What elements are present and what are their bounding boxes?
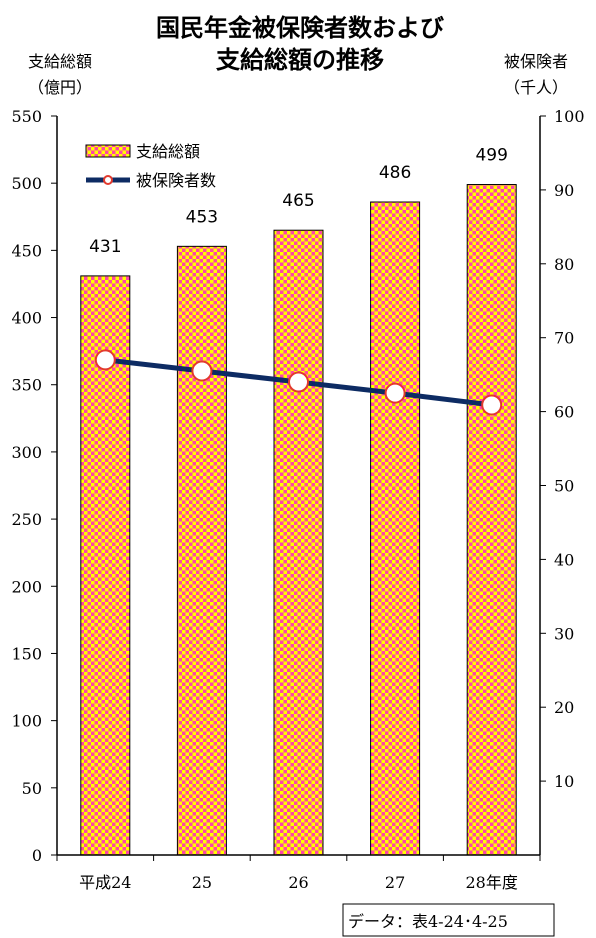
left-tick-label: 300 (11, 443, 42, 462)
left-axis-label-line-2: （億円） (28, 78, 92, 97)
bar-data-label: 486 (379, 163, 411, 183)
legend-label-line: 被保険者数 (136, 171, 216, 190)
right-axis-label-line-1: 被保険者 (504, 52, 568, 71)
x-category-label: 26 (288, 873, 308, 892)
left-tick-label: 500 (11, 174, 42, 193)
left-tick-label: 200 (11, 577, 42, 596)
line-point (192, 361, 211, 380)
right-tick-label: 50 (554, 477, 574, 496)
left-axis-label-line-1: 支給総額 (28, 52, 92, 71)
right-tick-label: 70 (554, 329, 574, 348)
line-point (386, 384, 405, 403)
line-point (482, 395, 501, 414)
x-category-label: 平成24 (79, 873, 131, 892)
right-tick-label: 100 (554, 107, 585, 126)
right-tick-label: 20 (554, 698, 574, 717)
bar (274, 230, 323, 855)
data-source-note: データ：表4-24･4-25 (348, 912, 508, 931)
legend-swatch-marker (104, 176, 112, 184)
bar-data-label: 431 (89, 237, 121, 257)
left-tick-label: 50 (22, 779, 42, 798)
bar (177, 246, 226, 855)
left-tick-label: 350 (11, 376, 42, 395)
left-tick-label: 0 (32, 846, 42, 865)
left-tick-label: 150 (11, 644, 42, 663)
line-point (96, 350, 115, 369)
left-tick-label: 100 (11, 712, 42, 731)
left-tick-label: 400 (11, 309, 42, 328)
right-tick-label: 40 (554, 550, 574, 569)
left-tick-label: 550 (11, 107, 42, 126)
bars-layer (81, 185, 516, 855)
legend-swatch-bar (86, 145, 130, 157)
bar-data-label: 465 (282, 191, 314, 211)
chart-title-line-1: 国民年金被保険者数および (156, 14, 444, 42)
left-tick-label: 250 (11, 510, 42, 529)
bar (371, 202, 420, 855)
right-tick-label: 10 (554, 772, 574, 791)
legend: 支給総額 被保険者数 (86, 142, 216, 190)
x-category-label: 25 (192, 873, 212, 892)
right-tick-label: 60 (554, 403, 574, 422)
x-labels-layer: 平成24 25 26 27 28年度 (57, 855, 540, 892)
right-tick-label: 90 (554, 181, 574, 200)
x-category-label: 28年度 (466, 873, 518, 892)
chart-title-line-2: 支給総額の推移 (216, 46, 384, 74)
right-axis-label-line-2: （千人） (504, 78, 568, 97)
bar (467, 185, 516, 855)
bar-data-label: 499 (475, 146, 507, 166)
bar-data-label: 453 (186, 207, 218, 227)
line-point (289, 373, 308, 392)
legend-label-bar: 支給総額 (136, 142, 200, 161)
right-tick-label: 80 (554, 255, 574, 274)
right-tick-label: 30 (554, 624, 574, 643)
x-category-label: 27 (385, 873, 405, 892)
left-tick-label: 450 (11, 241, 42, 260)
